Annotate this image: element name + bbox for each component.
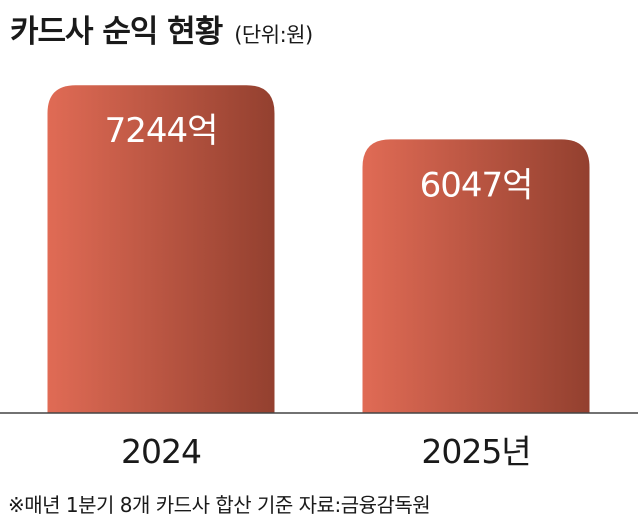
labels-group: 7244억 2024 6047억 2025년 <box>105 111 534 471</box>
bar-1 <box>47 85 275 414</box>
bar-2 <box>362 139 590 414</box>
bars-group <box>47 85 590 414</box>
category-label-2: 2025년 <box>421 432 530 471</box>
chart-title: 카드사 순익 현황 <box>10 14 223 50</box>
source-note: ※매년 1분기 8개 카드사 합산 기준 자료:금융감독원 <box>8 493 431 517</box>
bar-value-label-2: 6047억 <box>420 165 533 205</box>
unit-label: (단위:원) <box>234 23 313 47</box>
category-label-1: 2024 <box>121 432 201 471</box>
bar-value-label-1: 7244억 <box>105 111 218 151</box>
title-row: 카드사 순익 현황 (단위:원) <box>10 6 313 51</box>
